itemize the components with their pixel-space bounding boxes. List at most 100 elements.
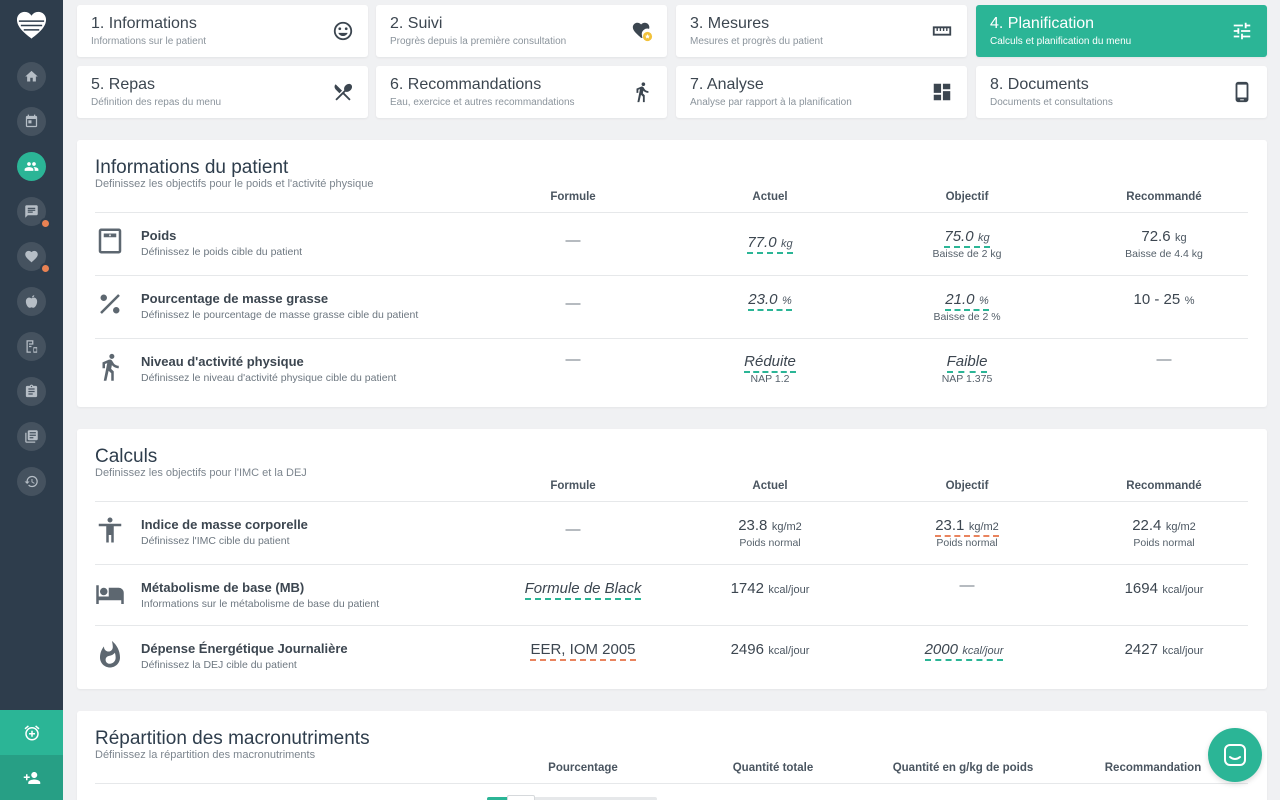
tab-title: 3. Mesures xyxy=(690,15,770,32)
tab-subtitle: Mesures et progrès du patient xyxy=(690,36,823,47)
tab-recommandations[interactable]: 6. Recommandations Eau, exercice et autr… xyxy=(376,66,667,118)
row-description: Informations sur le métabolisme de base … xyxy=(141,598,380,610)
column-header: Formule xyxy=(550,480,596,492)
formule-cell[interactable]: Formule de Black xyxy=(483,580,683,600)
card-subtitle: Definissez les objectifs pour l'IMC et l… xyxy=(95,467,307,479)
sidebar-item-history[interactable] xyxy=(17,467,46,496)
row-name: Dépense Énergétique Journalière xyxy=(141,641,348,656)
tab-title: 5. Repas xyxy=(91,76,156,93)
sidebar-item-patients[interactable] xyxy=(17,152,46,181)
sidebar-item-favorites[interactable] xyxy=(17,242,51,274)
sidebar-item-home[interactable] xyxy=(17,62,46,91)
card-subtitle: Definissez les objectifs pour le poids e… xyxy=(95,178,374,190)
objectif-cell[interactable]: 2000 kcal/jour xyxy=(864,641,1064,661)
column-header: Recommandé xyxy=(1126,191,1202,203)
column-header: Quantité en g/kg de poids xyxy=(892,762,1034,774)
chat-icon xyxy=(25,205,38,218)
tab-title: 4. Planification xyxy=(990,15,1095,32)
sidebar-item-calendar[interactable] xyxy=(17,107,46,136)
add-patient-button[interactable] xyxy=(0,755,63,800)
formule-cell: — xyxy=(565,295,581,312)
history-icon xyxy=(24,475,38,488)
card-title: Calculs xyxy=(95,446,158,467)
column-header: Actuel xyxy=(752,480,788,492)
tab-subtitle: Progrès depuis la première consultation xyxy=(390,36,567,47)
slider-fill xyxy=(487,797,509,800)
objectif-cell[interactable]: 75.0 kg Baisse de 2 kg xyxy=(932,228,1002,260)
recommande-cell: 1694 kcal/jour xyxy=(1124,580,1204,597)
row-name: Indice de masse corporelle xyxy=(141,517,308,532)
dashboard-icon xyxy=(931,81,953,103)
row-name: Poids xyxy=(141,228,177,243)
patient-info-card: Informations du patient Definissez les o… xyxy=(77,140,1267,407)
walking-icon xyxy=(631,81,653,103)
actuel-cell[interactable]: 23.0 % xyxy=(670,291,870,311)
row-description: Définissez le poids cible du patient xyxy=(141,246,303,258)
smiley-icon xyxy=(332,20,354,42)
column-header: Recommandé xyxy=(1126,480,1202,492)
tab-planification[interactable]: 4. Planification Calculs et planificatio… xyxy=(976,5,1267,57)
notification-badge xyxy=(40,263,51,274)
sidebar-item-plans[interactable] xyxy=(17,377,46,406)
objectif-cell[interactable]: 23.1 kg/m2 Poids normal xyxy=(935,517,999,549)
objectif-cell[interactable]: 21.0 % Baisse de 2 % xyxy=(933,291,1001,323)
scale-icon xyxy=(95,226,125,256)
objectif-cell[interactable]: Faible NAP 1.375 xyxy=(941,353,993,385)
tab-suivi[interactable]: 2. Suivi Progrès depuis la première cons… xyxy=(376,5,667,57)
recommande-cell: — xyxy=(1156,351,1172,368)
person-icon xyxy=(95,515,125,545)
tab-analyse[interactable]: 7. Analyse Analyse par rapport à la plan… xyxy=(676,66,967,118)
row-name: Pourcentage de masse grasse xyxy=(141,291,329,306)
chat-bubble-icon xyxy=(1224,744,1246,766)
table-row: Métabolisme de base (MB) Informations su… xyxy=(77,565,1267,625)
objectif-cell: — xyxy=(959,577,975,594)
tab-mesures[interactable]: 3. Mesures Mesures et progrès du patient xyxy=(676,5,967,57)
actuel-cell: 1742 kcal/jour xyxy=(730,580,810,597)
calculs-card: Calculs Definissez les objectifs pour l'… xyxy=(77,429,1267,689)
reminder-button[interactable] xyxy=(0,710,63,755)
clipboard-icon xyxy=(25,384,38,398)
row-name: Niveau d'activité physique xyxy=(141,354,304,369)
row-description: Définissez l'IMC cible du patient xyxy=(141,535,290,547)
sidebar-item-library[interactable] xyxy=(17,422,46,451)
slider-handle[interactable] xyxy=(507,795,535,800)
card-title: Répartition des macronutriments xyxy=(95,728,370,749)
actuel-cell[interactable]: Réduite NAP 1.2 xyxy=(744,353,796,385)
recommande-cell: 2427 kcal/jour xyxy=(1124,641,1204,658)
tab-title: 6. Recommandations xyxy=(390,76,542,93)
table-row: Pourcentage de masse grasse Définissez l… xyxy=(77,276,1267,338)
tab-subtitle: Définition des repas du menu xyxy=(91,97,222,108)
tab-documents[interactable]: 8. Documents Documents et consultations xyxy=(976,66,1267,118)
running-icon xyxy=(95,352,125,382)
tab-informations[interactable]: 1. Informations Informations sur le pati… xyxy=(77,5,368,57)
app-logo-icon[interactable] xyxy=(16,10,47,40)
sidebar-item-foods[interactable] xyxy=(17,287,46,316)
tab-repas[interactable]: 5. Repas Définition des repas du menu xyxy=(77,66,368,118)
recommande-cell: 72.6 kg Baisse de 4.4 kg xyxy=(1125,228,1203,260)
actuel-cell[interactable]: 77.0 kg xyxy=(670,234,870,254)
card-subtitle: Définissez la répartition des macronutri… xyxy=(95,749,316,761)
sidebar-item-recipes[interactable] xyxy=(17,332,46,361)
ruler-icon xyxy=(931,20,953,42)
divider xyxy=(95,212,1248,213)
percentage-slider[interactable] xyxy=(487,795,657,800)
chat-launcher-button[interactable] xyxy=(1208,728,1262,782)
sliders-icon xyxy=(1231,20,1253,42)
column-header: Objectif xyxy=(945,191,989,203)
table-row: Niveau d'activité physique Définissez le… xyxy=(77,339,1267,401)
tab-title: 1. Informations xyxy=(91,15,197,32)
formule-cell: — xyxy=(565,351,581,368)
actuel-cell: 23.8 kg/m2 Poids normal xyxy=(738,517,802,549)
tab-subtitle: Documents et consultations xyxy=(990,97,1113,108)
calendar-icon xyxy=(25,114,38,128)
heart-icon xyxy=(25,250,38,263)
column-header: Recommandation xyxy=(1104,762,1202,774)
library-icon xyxy=(25,430,38,443)
actuel-cell: 2496 kcal/jour xyxy=(730,641,810,658)
formule-cell[interactable]: EER, IOM 2005 xyxy=(483,641,683,661)
recipe-icon xyxy=(26,340,38,353)
macros-card: Répartition des macronutriments Définiss… xyxy=(77,711,1267,800)
tab-subtitle: Analyse par rapport à la planification xyxy=(690,97,852,108)
recommande-cell: 10 - 25 % xyxy=(1133,291,1195,308)
sidebar-item-messages[interactable] xyxy=(17,197,51,229)
